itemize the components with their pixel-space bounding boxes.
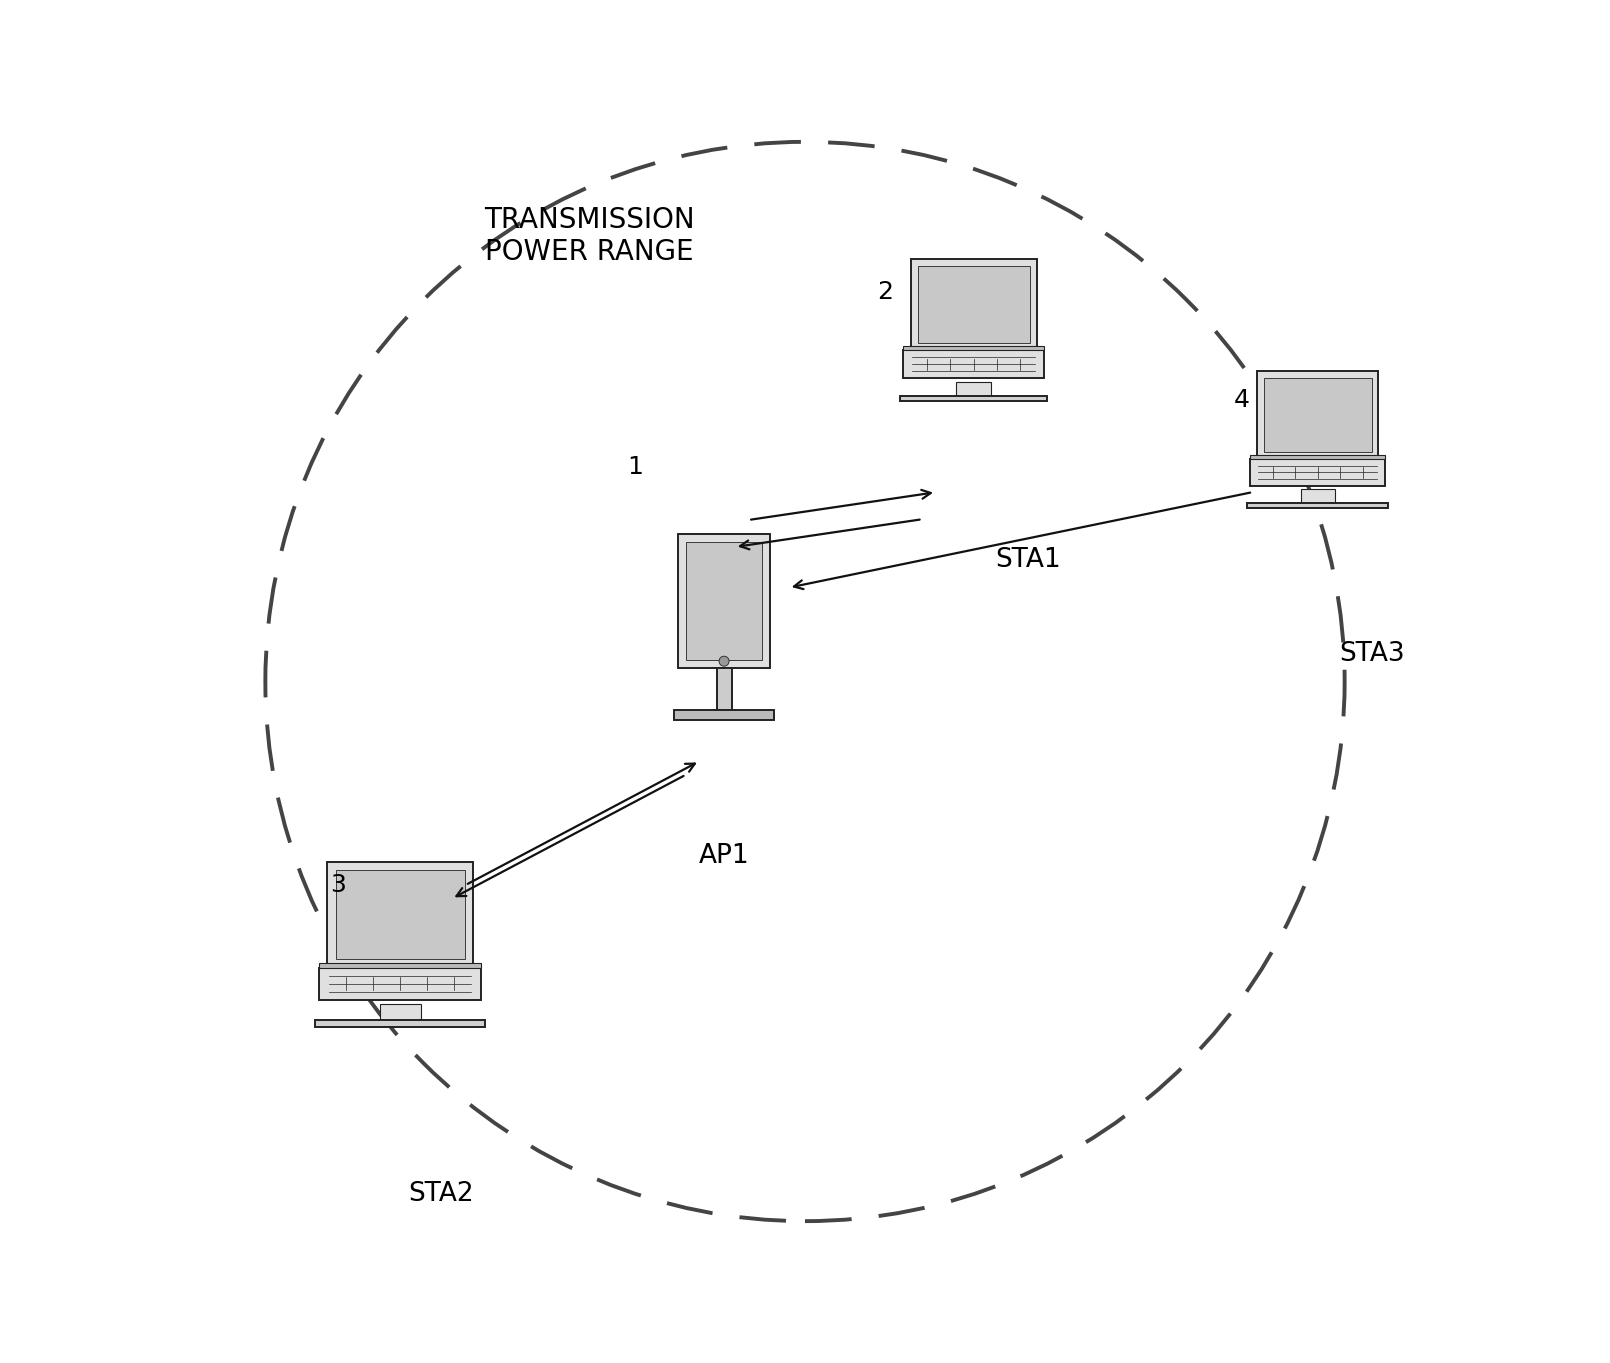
Bar <box>956 382 992 395</box>
Bar <box>1251 459 1385 485</box>
Bar <box>1264 378 1372 453</box>
Text: 4: 4 <box>1235 387 1251 412</box>
Bar <box>1301 489 1335 503</box>
Text: STA1: STA1 <box>995 547 1061 572</box>
Bar <box>903 350 1043 378</box>
Bar <box>1257 371 1378 459</box>
Text: 3: 3 <box>330 874 346 897</box>
Bar <box>327 863 473 968</box>
Bar <box>678 534 770 668</box>
Text: AP1: AP1 <box>699 844 749 870</box>
Circle shape <box>720 656 729 667</box>
Bar <box>675 710 774 720</box>
Bar <box>686 542 762 660</box>
Bar <box>319 968 481 1000</box>
Bar <box>918 266 1030 343</box>
Bar <box>316 1020 485 1026</box>
Text: 1: 1 <box>628 455 642 480</box>
Bar <box>319 962 481 968</box>
Text: STA2: STA2 <box>407 1180 473 1206</box>
Text: STA3: STA3 <box>1340 641 1404 667</box>
Bar <box>900 395 1046 401</box>
Bar <box>911 259 1037 350</box>
Bar <box>716 668 731 710</box>
Text: TRANSMISSION
POWER RANGE: TRANSMISSION POWER RANGE <box>485 206 694 267</box>
Bar <box>1246 503 1388 508</box>
Bar <box>1251 455 1385 459</box>
Bar <box>335 871 465 960</box>
Bar <box>903 346 1043 350</box>
Bar <box>380 1005 420 1020</box>
Text: 2: 2 <box>877 279 892 304</box>
